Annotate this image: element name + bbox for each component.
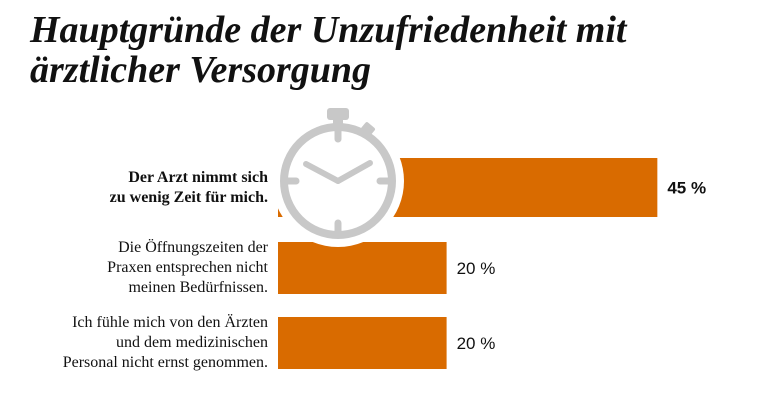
category-label-line: und dem medizinischen — [116, 334, 268, 351]
chart-title: Hauptgründe der Unzufriedenheit mit ärzt… — [30, 9, 627, 91]
category-label-line: meinen Bedürfnissen. — [128, 279, 268, 296]
category-label: Die Öffnungszeiten der Praxen entsprechen… — [8, 238, 268, 298]
stopwatch-icon — [272, 108, 404, 247]
category-label: Der Arzt nimmt sich zu wenig Zeit für mic… — [8, 168, 268, 208]
data-label: 20 % — [457, 259, 496, 278]
category-label-line: zu wenig Zeit für mich. — [109, 188, 268, 206]
data-label: 20 % — [457, 334, 496, 353]
category-label-line: Der Arzt nimmt sich — [128, 168, 268, 186]
category-label: Ich fühle mich von den Ärzten und dem med… — [8, 313, 268, 373]
bar — [278, 242, 447, 294]
data-label: 45 % — [667, 179, 706, 198]
category-label-line: Praxen entsprechen nicht — [107, 259, 268, 276]
category-label-line: Die Öffnungszeiten der — [118, 239, 268, 256]
category-label-line: Personal nicht ernst genommen. — [62, 354, 268, 371]
bar — [278, 317, 447, 369]
category-label-line: Ich fühle mich von den Ärzten — [72, 314, 268, 331]
